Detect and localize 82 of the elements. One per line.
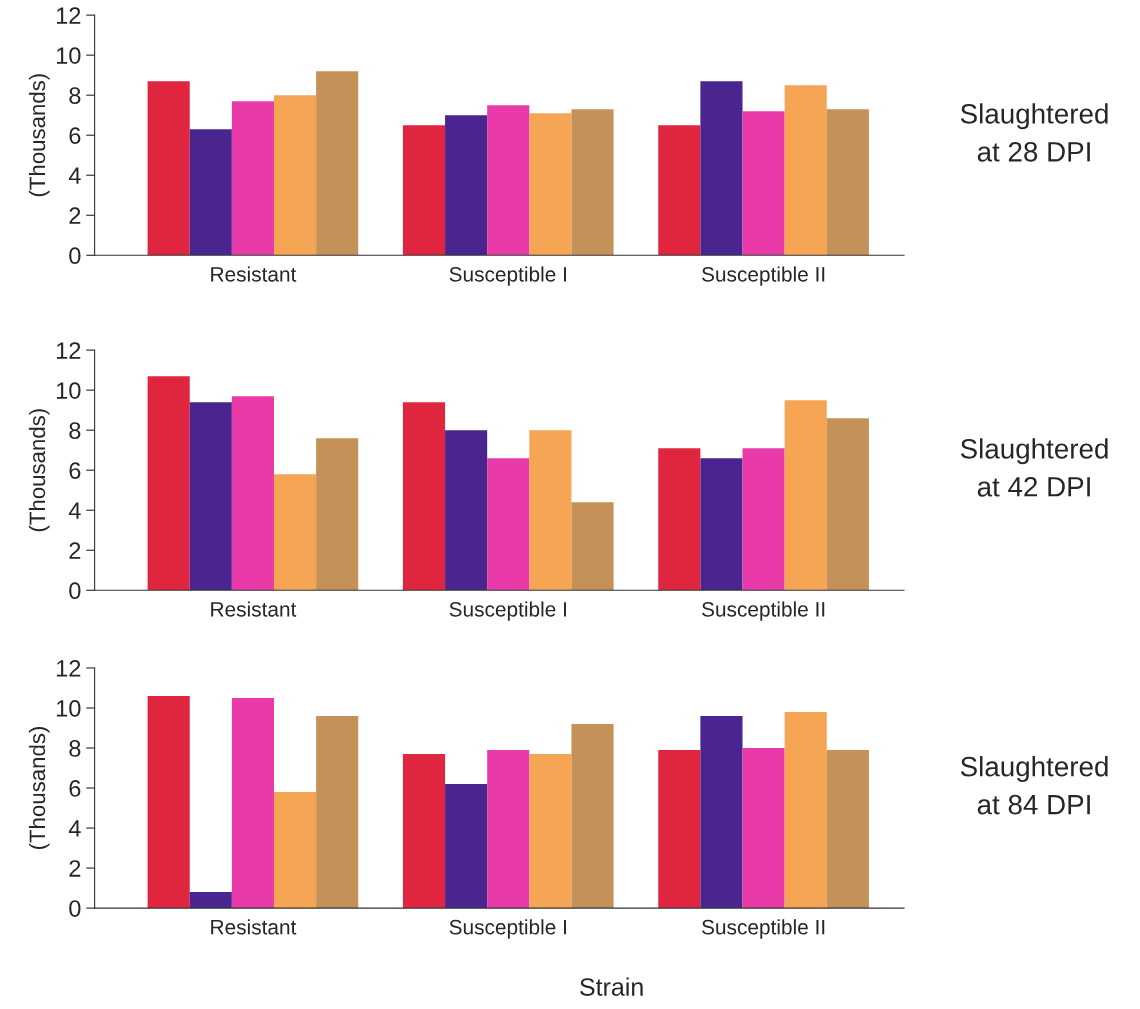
bar bbox=[826, 418, 869, 591]
x-tick-label: Susceptible I bbox=[449, 266, 566, 286]
bar bbox=[316, 715, 359, 909]
y-axis-title: (Thousands) bbox=[28, 409, 50, 532]
bar bbox=[658, 125, 701, 256]
bar bbox=[487, 750, 530, 909]
y-tick-label: 12 bbox=[56, 7, 81, 24]
bar bbox=[700, 458, 743, 591]
x-tick-label: Susceptible II bbox=[702, 266, 825, 286]
bar bbox=[571, 109, 614, 256]
bar bbox=[445, 430, 488, 591]
x-tick-label: Susceptible II bbox=[702, 601, 825, 621]
bar bbox=[571, 502, 614, 591]
y-tick-label: 6 bbox=[69, 780, 81, 797]
y-tick-label: 8 bbox=[69, 422, 81, 439]
bar bbox=[700, 81, 743, 256]
y-tick-label: 4 bbox=[68, 502, 81, 519]
y-tick-label: 0 bbox=[69, 247, 81, 265]
x-tick-label: Susceptible I bbox=[449, 601, 566, 621]
bar bbox=[784, 400, 827, 591]
bar bbox=[189, 402, 232, 591]
bar bbox=[147, 81, 190, 256]
x-tick-label: Susceptible I bbox=[449, 919, 566, 939]
text: Slaughtered at 28 DPI bbox=[960, 103, 1108, 162]
y-tick-label: 4 bbox=[68, 167, 81, 184]
bar bbox=[784, 85, 827, 256]
bar bbox=[231, 101, 274, 256]
y-tick-label: 10 bbox=[56, 47, 81, 64]
y-axis-title: (Thousands) bbox=[28, 727, 50, 850]
bar bbox=[529, 113, 572, 256]
y-tick-label: 4 bbox=[68, 820, 81, 837]
bar bbox=[826, 750, 869, 909]
y-tick-label: 10 bbox=[56, 700, 81, 717]
bar bbox=[147, 695, 190, 909]
x-axis-title: Strain bbox=[580, 977, 643, 996]
bar bbox=[658, 448, 701, 591]
text: Slaughtered at 42 DPI bbox=[960, 438, 1108, 497]
bar bbox=[402, 125, 446, 256]
y-tick-label: 8 bbox=[69, 740, 81, 757]
bar bbox=[316, 438, 359, 591]
y-tick-label: 8 bbox=[69, 87, 81, 104]
bar bbox=[231, 697, 274, 909]
bar bbox=[273, 474, 317, 591]
bar bbox=[529, 430, 572, 591]
bar bbox=[742, 448, 785, 591]
x-tick-label: Resistant bbox=[211, 919, 297, 935]
y-tick-label: 6 bbox=[69, 462, 81, 479]
y-tick-label: 10 bbox=[56, 382, 81, 399]
bar bbox=[445, 115, 488, 256]
y-tick-label: 0 bbox=[69, 900, 81, 917]
y-tick-label: 12 bbox=[56, 660, 81, 677]
y-tick-label: 12 bbox=[56, 342, 81, 359]
bar bbox=[147, 376, 190, 591]
bar bbox=[658, 750, 701, 909]
bar bbox=[402, 754, 446, 909]
bar bbox=[273, 792, 317, 909]
y-axis-title: (Thousands) bbox=[28, 74, 50, 197]
bar bbox=[487, 105, 530, 256]
y-tick-label: 2 bbox=[69, 207, 81, 224]
x-tick-label: Susceptible II bbox=[702, 919, 825, 939]
x-tick-label: Resistant bbox=[211, 266, 297, 282]
bar bbox=[189, 129, 232, 256]
y-tick-label: 6 bbox=[69, 127, 81, 144]
bar bbox=[316, 71, 359, 256]
y-tick-label: 2 bbox=[69, 542, 81, 559]
bar bbox=[402, 402, 446, 591]
bar bbox=[273, 95, 317, 256]
y-tick-label: 2 bbox=[69, 860, 81, 877]
bar bbox=[742, 748, 785, 909]
bar bbox=[742, 111, 785, 256]
text: Slaughtered at 84 DPI bbox=[960, 756, 1108, 815]
bar bbox=[784, 711, 827, 909]
bar bbox=[231, 396, 274, 591]
y-tick-label: 0 bbox=[69, 582, 81, 600]
bar bbox=[826, 109, 869, 256]
bar bbox=[487, 458, 530, 591]
bar bbox=[529, 754, 572, 909]
x-tick-label: Resistant bbox=[211, 601, 297, 617]
bar bbox=[445, 784, 488, 909]
bar bbox=[571, 723, 614, 909]
bar bbox=[189, 892, 232, 909]
bar bbox=[700, 715, 743, 909]
